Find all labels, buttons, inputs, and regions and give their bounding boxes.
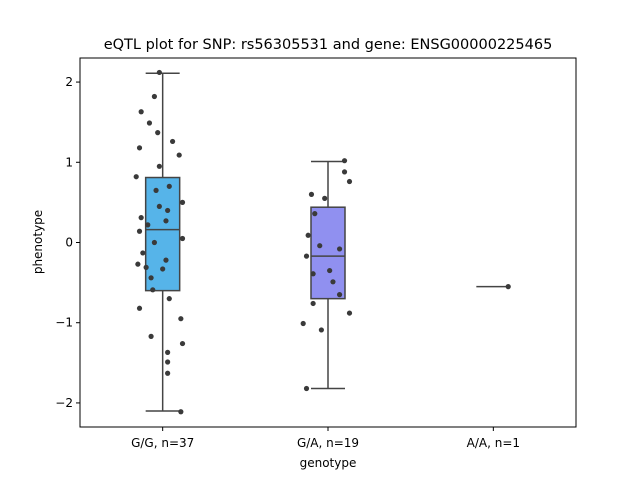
- data-point: [165, 349, 171, 355]
- data-point: [308, 191, 315, 197]
- data-point: [135, 261, 141, 267]
- data-point: [133, 174, 139, 180]
- box-iqr: [310, 206, 346, 300]
- data-point: [305, 232, 311, 238]
- data-point: [165, 370, 171, 376]
- y-axis-label: phenotype: [31, 210, 45, 274]
- y-tick-label: 0: [65, 236, 73, 250]
- data-point: [179, 340, 186, 347]
- data-point: [163, 257, 169, 263]
- data-point: [156, 203, 162, 210]
- data-point: [179, 235, 186, 242]
- data-point: [178, 409, 184, 415]
- x-tick-label: A/A, n=1: [467, 436, 520, 450]
- data-point: [166, 183, 172, 189]
- data-point: [341, 158, 348, 164]
- data-point: [330, 279, 336, 285]
- data-point: [138, 215, 144, 221]
- chart-title: eQTL plot for SNP: rs56305531 and gene: …: [104, 37, 553, 53]
- y-tick-label: −1: [55, 316, 73, 330]
- plot-layer: [133, 69, 511, 415]
- data-point: [156, 69, 162, 76]
- data-point: [146, 120, 153, 126]
- y-axis: −2 −1 0 1 2: [55, 75, 80, 410]
- data-point: [156, 163, 162, 169]
- data-point: [136, 305, 143, 311]
- data-point: [300, 320, 306, 327]
- x-tick-label: G/G, n=37: [131, 436, 194, 450]
- y-tick-label: 1: [65, 155, 73, 169]
- y-tick-label: −2: [55, 396, 73, 410]
- y-tick-label: 2: [65, 75, 73, 89]
- data-point: [336, 292, 343, 298]
- data-point: [310, 271, 316, 277]
- data-point: [163, 218, 169, 224]
- data-point: [140, 250, 146, 256]
- data-point: [136, 228, 143, 234]
- data-point: [346, 178, 353, 185]
- data-point: [148, 333, 154, 339]
- data-point: [153, 187, 159, 193]
- data-point: [505, 284, 511, 290]
- data-point: [178, 316, 184, 322]
- data-point: [169, 138, 176, 145]
- data-point: [151, 93, 157, 100]
- x-tick-label: G/A, n=19: [297, 436, 359, 450]
- data-point: [310, 300, 316, 307]
- data-point: [136, 145, 143, 151]
- data-point: [165, 359, 171, 365]
- data-point: [151, 239, 157, 246]
- data-point: [148, 275, 154, 281]
- data-point: [166, 296, 172, 302]
- box-group: [310, 160, 346, 390]
- x-axis-label: genotype: [300, 456, 357, 470]
- data-point: [318, 327, 324, 333]
- data-point: [317, 243, 323, 249]
- data-point: [346, 310, 353, 316]
- data-point: [322, 195, 328, 201]
- data-point: [341, 169, 348, 175]
- data-point: [145, 222, 151, 228]
- data-point: [138, 109, 144, 115]
- data-point: [160, 266, 166, 272]
- data-point: [312, 211, 318, 217]
- x-axis: G/G, n=37 G/A, n=19 A/A, n=1: [131, 427, 520, 450]
- data-point: [327, 267, 333, 274]
- data-point: [179, 199, 186, 205]
- data-point: [176, 152, 182, 158]
- data-point: [303, 385, 310, 392]
- box-group: [144, 72, 181, 412]
- data-point: [336, 246, 343, 252]
- data-point: [303, 253, 310, 259]
- data-point: [155, 130, 161, 136]
- data-point: [143, 264, 149, 270]
- box-iqr: [144, 176, 181, 292]
- data-point: [150, 287, 156, 293]
- data-point: [165, 207, 171, 214]
